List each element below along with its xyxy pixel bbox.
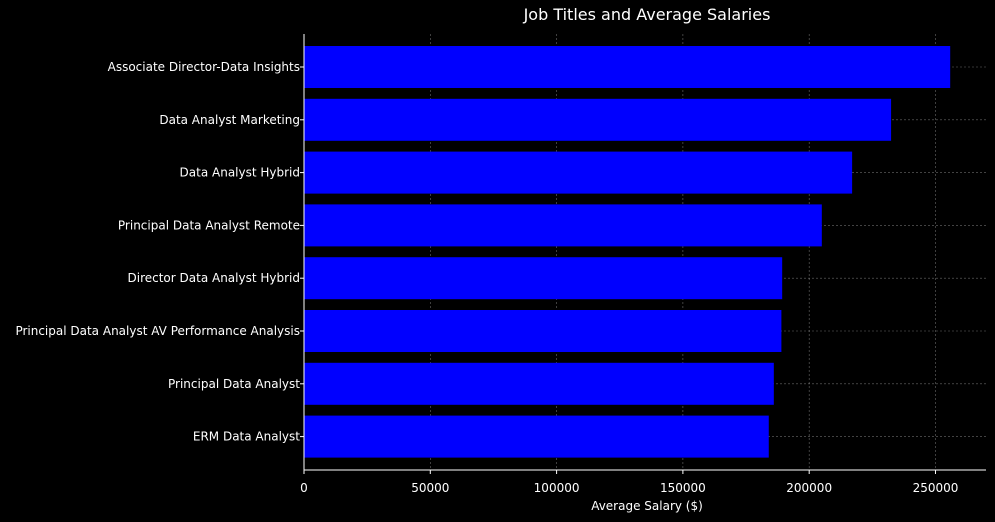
x-tick-label: 200000: [786, 481, 832, 495]
y-tick-label: Principal Data Analyst AV Performance An…: [15, 324, 300, 338]
bar: [304, 204, 822, 247]
y-tick-label: ERM Data Analyst: [193, 430, 300, 444]
y-tick-label: Data Analyst Marketing: [159, 113, 300, 127]
bar: [304, 46, 951, 88]
bar: [304, 98, 892, 141]
bar: [304, 310, 782, 352]
bar: [304, 257, 783, 300]
bars: [304, 46, 951, 458]
bar: [304, 415, 769, 458]
bar: [304, 362, 774, 405]
y-tick-label: Principal Data Analyst Remote: [118, 218, 300, 232]
x-tick-label: 0: [300, 481, 308, 495]
x-tick-label: 150000: [660, 481, 706, 495]
y-tick-label: Director Data Analyst Hybrid: [128, 271, 301, 285]
x-tick-label: 250000: [913, 481, 959, 495]
y-tick-label: Associate Director-Data Insights: [108, 60, 300, 74]
x-tick-label: 50000: [411, 481, 449, 495]
chart-title: Job Titles and Average Salaries: [523, 5, 771, 24]
bar: [304, 151, 853, 194]
x-tick-label: 100000: [534, 481, 580, 495]
y-tick-label: Data Analyst Hybrid: [180, 166, 300, 180]
x-axis-label: Average Salary ($): [591, 499, 703, 513]
y-tick-label: Principal Data Analyst: [168, 377, 300, 391]
axes: 0 50000 100000 150000 200000 250000 Associate …: [15, 34, 986, 495]
